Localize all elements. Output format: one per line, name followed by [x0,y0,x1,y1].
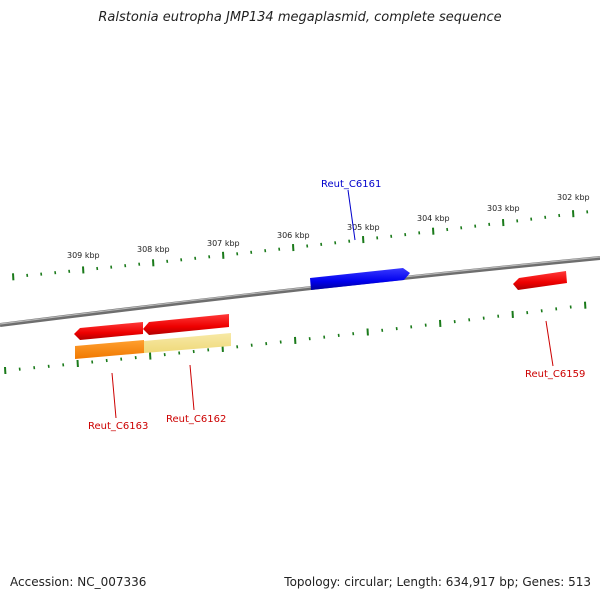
gene-label-reut-c6161[interactable]: Reut_C6161 [321,179,381,190]
gene-reut-c6162[interactable]: Reut_C6162 [143,314,231,425]
gene-reut-c6163[interactable]: Reut_C6163 [74,322,148,432]
feature-bar-orange [75,340,144,359]
gene-leader-reut-c6159 [545,320,554,367]
gene-arrow-reut-c6159[interactable] [513,271,567,290]
tick-label-302: 302 kbp [557,193,590,202]
accession-text: Accession: NC_007336 [10,575,147,589]
gene-reut-c6161[interactable]: Reut_C6161 [310,179,410,290]
gene-leader-reut-c6161 [347,189,356,241]
tick-label-307: 307 kbp [207,239,240,248]
tick-label-303: 303 kbp [487,204,520,213]
gene-label-reut-c6162[interactable]: Reut_C6162 [166,414,226,425]
tick-label-305: 305 kbp [347,223,380,232]
tick-label-309: 309 kbp [67,251,100,260]
topology-summary: Topology: circular; Length: 634,917 bp; … [284,575,591,589]
plasmid-backbone [0,256,600,327]
gene-reut-c6159[interactable]: Reut_C6159 [513,271,585,380]
feature-bar-yellow [144,333,231,353]
outer-tick-track [12,210,589,281]
gene-arrow-reut-c6161[interactable] [310,268,410,290]
gene-label-reut-c6159[interactable]: Reut_C6159 [525,369,585,380]
gene-arrow-reut-c6163[interactable] [74,322,143,340]
tick-label-304: 304 kbp [417,214,450,223]
tick-label-308: 308 kbp [137,245,170,254]
inner-tick-track [4,301,587,375]
map-title: Ralstonia eutropha JMP134 megaplasmid, c… [98,10,502,25]
tick-label-306: 306 kbp [277,231,310,240]
plasmid-backbone-highlight [0,256,600,325]
gene-leader-reut-c6162 [189,364,195,411]
gene-leader-reut-c6163 [111,372,117,419]
tick-label-group: 309 kbp 308 kbp 307 kbp 306 kbp 305 kbp … [67,193,590,260]
gene-label-reut-c6163[interactable]: Reut_C6163 [88,421,148,432]
gene-arrow-reut-c6162[interactable] [143,314,229,335]
